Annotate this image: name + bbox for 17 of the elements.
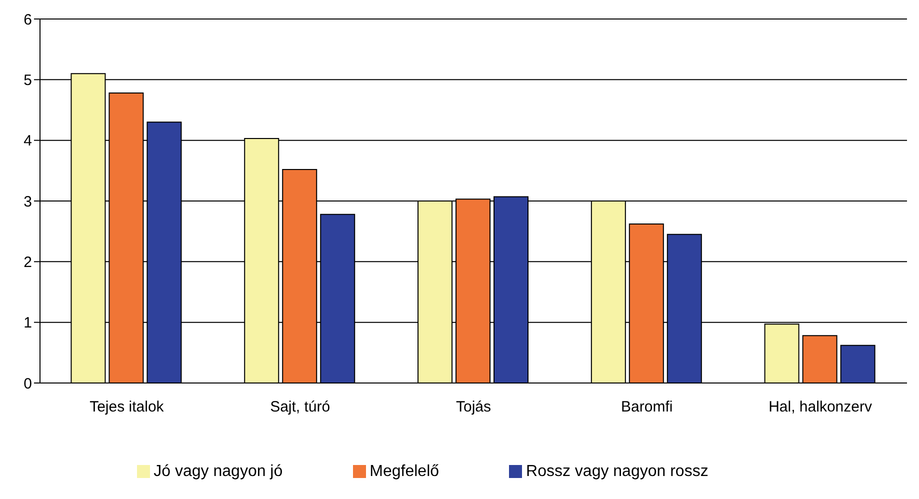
x-tick-label: Baromfi — [621, 398, 673, 416]
y-tick-label: 5 — [24, 72, 32, 89]
bar — [802, 335, 838, 383]
x-tick-label: Sajt, túró — [270, 398, 330, 416]
x-tick-label: Tejes italok — [90, 398, 164, 416]
y-tick-label: 1 — [24, 314, 32, 332]
y-tick-label: 0 — [24, 375, 32, 392]
y-tick-label: 6 — [24, 11, 32, 28]
legend-label: Megfelelő — [370, 463, 440, 480]
y-tick-label: 4 — [24, 132, 32, 150]
legend-label: Rossz vagy nagyon rossz — [526, 463, 708, 480]
y-tick-label: 2 — [24, 254, 32, 271]
x-tick-label: Tojás — [456, 398, 492, 416]
bar — [840, 344, 876, 383]
x-tick-label: Hal, halkonzerv — [768, 398, 872, 416]
legend-label: Jó vagy nagyon jó — [154, 463, 283, 480]
y-tick-label: 3 — [24, 193, 32, 210]
